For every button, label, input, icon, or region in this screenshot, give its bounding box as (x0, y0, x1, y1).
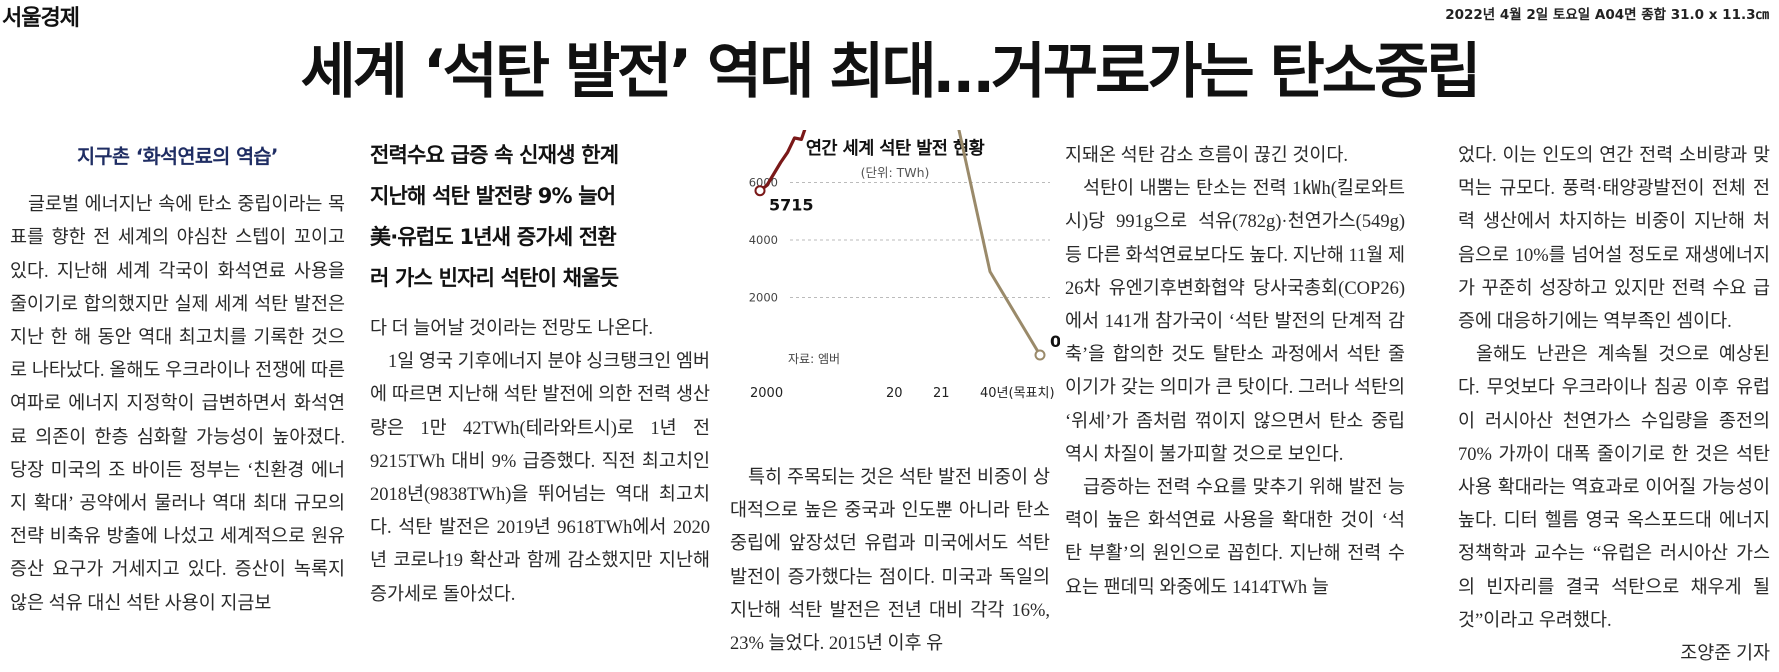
series-line-projection (957, 130, 1042, 356)
coal-chart: 연간 세계 석탄 발전 현황 (단위: TWh) 800060004000200… (730, 130, 1060, 440)
paragraph: 지돼온 석탄 감소 흐름이 끊긴 것이다. (1065, 146, 1349, 166)
subhead-line: 전력수요 급증 속 신재생 한계 (370, 143, 619, 167)
paragraph: 다 더 늘어날 것이라는 전망도 나온다. (370, 319, 654, 339)
point-2040 (1034, 349, 1046, 361)
chart-plot: 8000600040002000571592151만420자료: 엠버20002… (749, 130, 1060, 401)
subhead-line: 지난해 석탄 발전량 9% 늘어 (370, 184, 616, 208)
point-2000 (754, 185, 766, 197)
y-tick-label: 8000 (749, 130, 778, 132)
chart-source: 자료: 엠버 (788, 352, 840, 366)
x-tick-label: 40년(목표치) (980, 386, 1055, 401)
data-label-2040: 0 (1050, 332, 1060, 351)
column-3: 특히 주목되는 것은 석탄 발전 비중이 상대적으로 높은 중국과 인도뿐 아니… (730, 462, 1050, 661)
subheadline: 전력수요 급증 속 신재생 한계 지난해 석탄 발전량 9% 늘어 美·유럽도 … (370, 135, 710, 299)
data-label-2000: 5715 (769, 196, 814, 215)
masthead: 서울경제 2022년 4월 2일 토요일 A04면 종합 31.0 x 11.3… (0, 0, 1779, 31)
paragraph: 글로벌 에너지난 속에 탄소 중립이라는 목표를 향한 전 세계의 야심찬 스텝… (10, 195, 345, 614)
column-5: 었다. 이는 인도의 연간 전력 소비량과 맞먹는 규모다. 풍력·태양광발전이… (1458, 140, 1770, 671)
y-tick-label: 4000 (749, 233, 778, 247)
x-tick-label: 20 (886, 386, 903, 401)
chart-title: 연간 세계 석탄 발전 현황 (805, 139, 985, 159)
subhead-line: 러 가스 빈자리 석탄이 채울듯 (370, 266, 619, 290)
series-line-history (759, 130, 807, 192)
paragraph: 석탄이 내뿜는 탄소는 전력 1㎾h(킬로와트시)당 991g으로 석유(782… (1065, 179, 1405, 465)
y-tick-label: 2000 (749, 291, 778, 305)
column-2: 전력수요 급증 속 신재생 한계 지난해 석탄 발전량 9% 늘어 美·유럽도 … (370, 140, 710, 612)
chart-unit: (단위: TWh) (860, 165, 930, 180)
publication-name: 서울경제 (2, 6, 80, 31)
paragraph: 1일 영국 기후에너지 분야 싱크탱크인 엠버에 따르면 지난해 석탄 발전에 … (370, 352, 710, 605)
x-tick-label: 2000 (750, 386, 783, 401)
x-tick-label: 21 (933, 386, 950, 401)
publication-info: 2022년 4월 2일 토요일 A04면 종합 31.0 x 11.3㎝ (1445, 7, 1769, 23)
paragraph: 었다. 이는 인도의 연간 전력 소비량과 맞먹는 규모다. 풍력·태양광발전이… (1458, 146, 1770, 333)
subhead-line: 美·유럽도 1년새 증가세 전환 (370, 225, 617, 249)
paragraph: 급증하는 전력 수요를 맞추기 위해 발전 능력이 높은 화석연료 사용을 확대… (1065, 478, 1405, 598)
paragraph: 올해도 난관은 계속될 것으로 예상된다. 무엇보다 우크라이나 침공 이후 유… (1458, 345, 1770, 631)
paragraph: 특히 주목되는 것은 석탄 발전 비중이 상대적으로 높은 중국과 인도뿐 아니… (730, 468, 1050, 655)
headline: 세계 ‘석탄 발전’ 역대 최대…거꾸로가는 탄소중립 (300, 37, 1482, 107)
column-1: 지구촌 ‘화석연료의 역습’ 글로벌 에너지난 속에 탄소 중립이라는 목표를 … (10, 140, 345, 621)
column-4: 지돼온 석탄 감소 흐름이 끊긴 것이다. 석탄이 내뿜는 탄소는 전력 1㎾h… (1065, 140, 1405, 605)
kicker: 지구촌 ‘화석연료의 역습’ (77, 145, 278, 168)
byline: 조양준 기자 (1680, 644, 1770, 665)
